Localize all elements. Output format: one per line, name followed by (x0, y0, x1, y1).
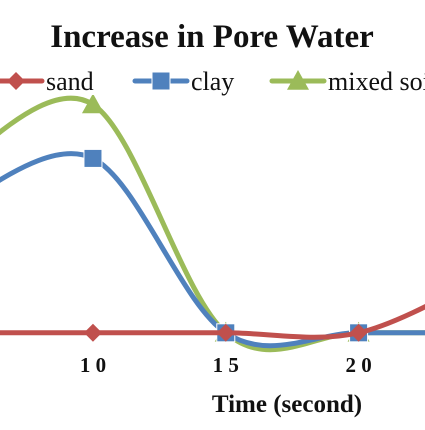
legend-swatch-marker (7, 72, 25, 90)
series-mixed-soil (0, 95, 425, 353)
legend-label: sand (46, 67, 94, 96)
legend: sand clay mixed soil (0, 67, 425, 96)
x-tick-label: 1 0 (80, 353, 106, 377)
x-tick-label: 2 0 (345, 353, 371, 377)
data-point-mixed-soil (81, 95, 104, 114)
legend-item-mixed-soil: mixed soil (269, 67, 425, 96)
x-axis-ticks: 1 0 1 5 2 0 (80, 353, 372, 377)
legend-label: clay (191, 67, 234, 96)
legend-swatch-marker (151, 71, 171, 91)
series-line-mixed-soil (0, 95, 425, 353)
x-axis-title: Time (second) (212, 391, 362, 418)
data-point-clay (83, 148, 103, 168)
x-tick-label: 1 5 (213, 353, 239, 377)
legend-label: mixed soil (328, 67, 425, 96)
legend-swatch-marker (287, 70, 309, 90)
series-sand (0, 304, 425, 342)
chart-title: Increase in Pore Water (50, 19, 374, 55)
legend-item-sand: sand (0, 67, 94, 96)
data-point-sand (216, 323, 235, 342)
data-point-sand (83, 323, 102, 342)
legend-item-clay: clay (132, 67, 234, 96)
data-point-sand (349, 323, 368, 342)
